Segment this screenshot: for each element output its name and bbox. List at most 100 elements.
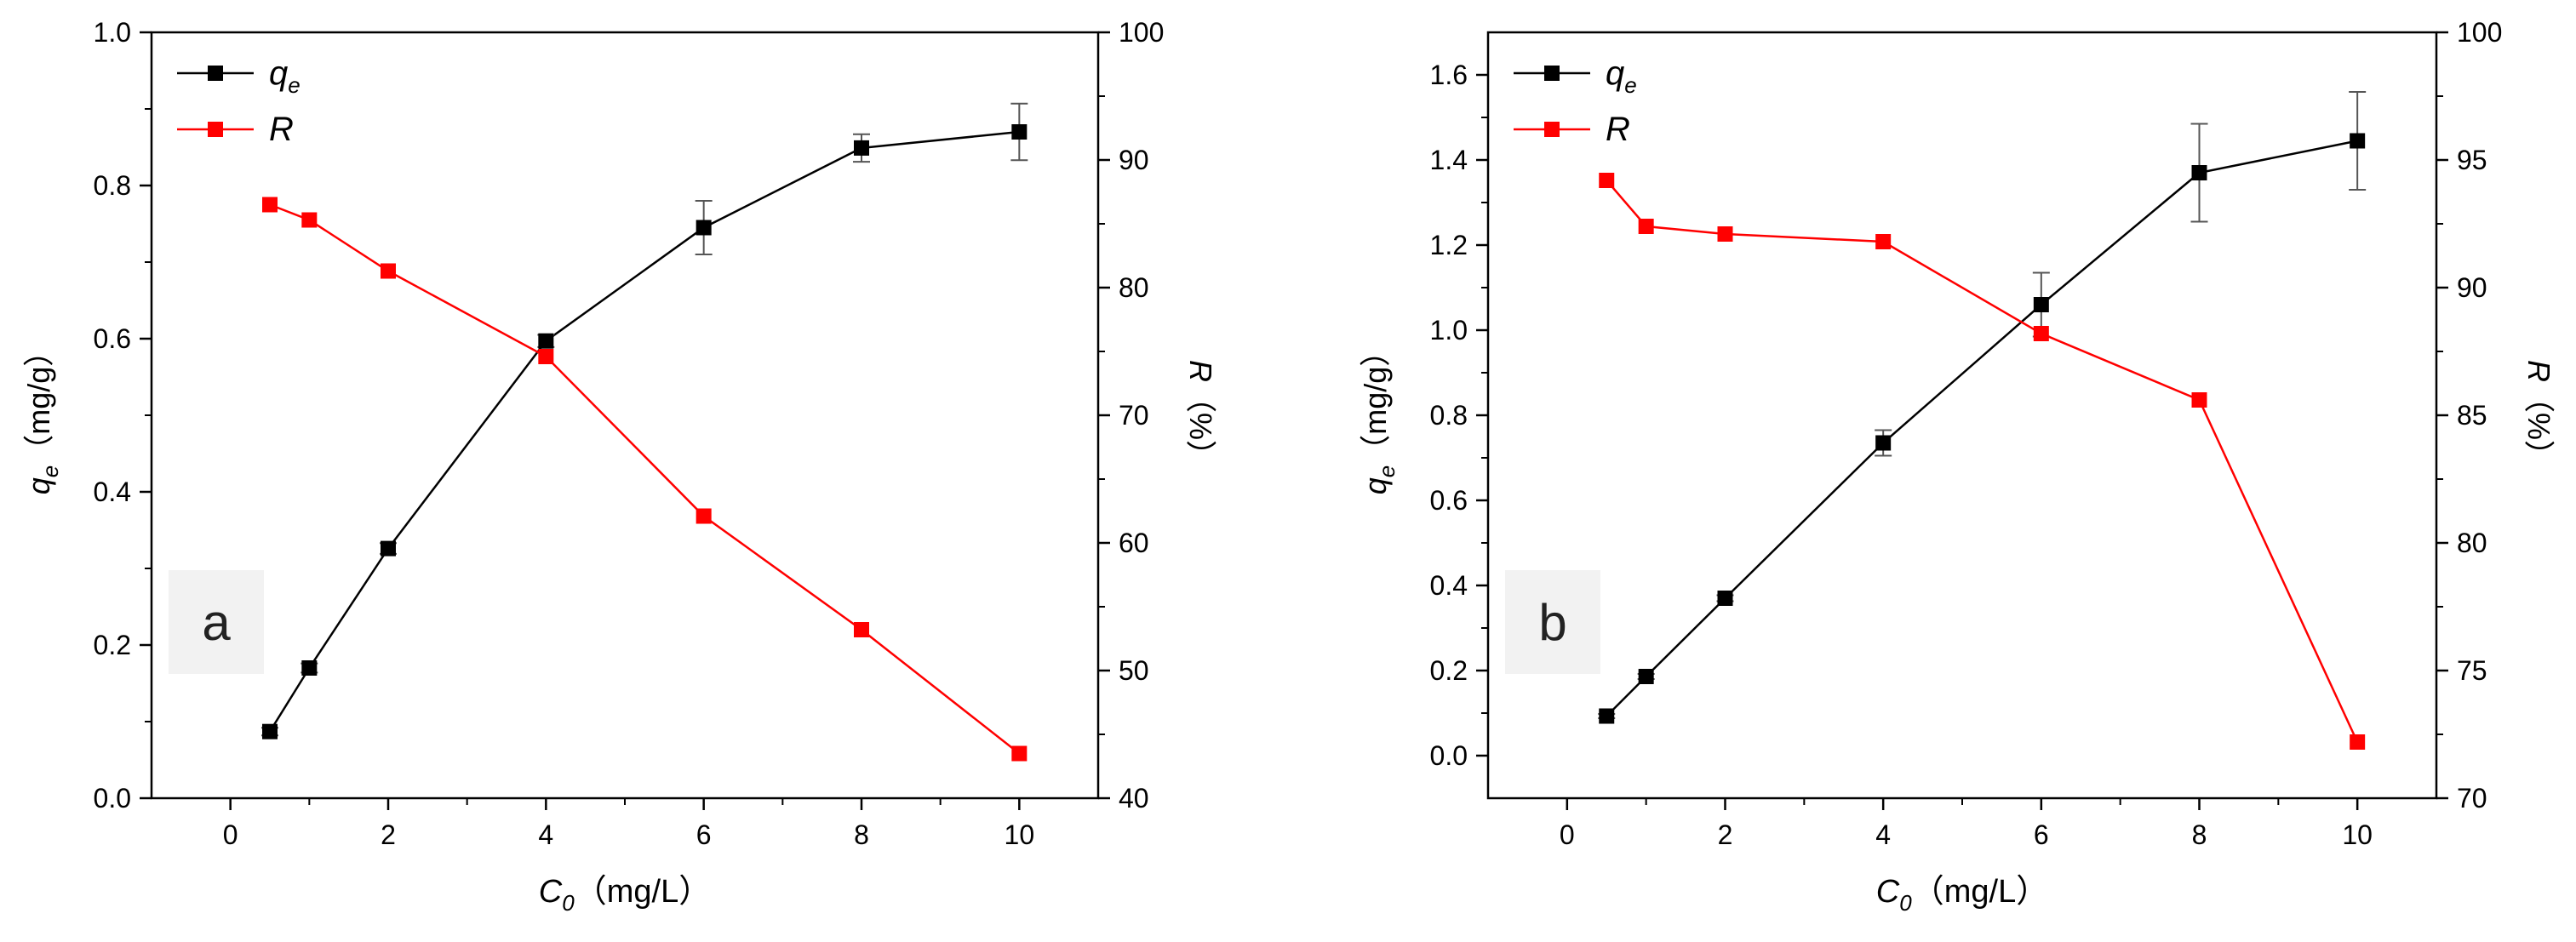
y-right-tick-label: 50	[1119, 655, 1149, 686]
y-right-tick-label: 90	[1119, 145, 1149, 175]
legend-entry-qe: qe	[177, 54, 301, 98]
y-left-axis-label-unit: （mg/g）	[1358, 336, 1393, 465]
panel-letter: a	[202, 594, 231, 651]
x-axis-label-symbol: C	[539, 874, 563, 910]
y-right-tick-label: 40	[1119, 783, 1149, 814]
panel-b: 0 2 4 6 8 10 0.0 0.2 0.4 0.6 0.8 1.0 1.2 1.4 1.6 70 75 80…	[1358, 17, 2556, 916]
legend-label-subscript: e	[288, 72, 300, 98]
y-left-tick-label: 1.4	[1430, 145, 1468, 175]
legend-marker	[208, 66, 223, 81]
legend-label: R	[1606, 111, 1630, 148]
series-qe	[261, 102, 1028, 739]
y-left-tick-label: 0.0	[94, 783, 131, 814]
y-right-tick-label: 80	[2457, 528, 2487, 558]
x-axis-label-subscript: 0	[562, 890, 575, 916]
y-left-tick-label: 1.6	[1430, 60, 1468, 90]
legend-entry-qe: qe	[1514, 54, 1637, 98]
y-left-tick-label: 1.0	[94, 17, 131, 48]
series-line-R	[269, 203, 1021, 755]
legend-label-symbol: R	[1606, 111, 1630, 148]
x-tick-label: 6	[696, 819, 712, 850]
data-point-qe	[1875, 435, 1892, 451]
data-point-R	[2033, 326, 2049, 341]
data-point-qe	[262, 723, 278, 739]
y-left-axis-label: qe（mg/g）	[21, 336, 63, 495]
y-right-tick-label: 90	[2457, 272, 2487, 303]
panel-letter: b	[1538, 594, 1566, 651]
y-left-tick-label: 0.8	[94, 170, 131, 201]
y-right-tick-label: 85	[2457, 400, 2487, 431]
data-point-qe	[381, 540, 396, 557]
x-axis-label: C0（mg/L）	[539, 874, 711, 916]
data-point-R	[1638, 219, 1654, 234]
data-point-qe	[1011, 124, 1028, 140]
series-qe	[1598, 91, 2367, 724]
x-tick-label: 6	[2034, 819, 2049, 850]
data-point-qe	[2033, 297, 2049, 312]
legend-label-symbol: q	[269, 54, 288, 92]
x-tick-label: 2	[1718, 819, 1733, 850]
y-right-tick-label: 75	[2457, 655, 2487, 686]
data-point-R	[2350, 734, 2366, 750]
data-point-R	[381, 263, 396, 279]
y-left-tick-label: 0.2	[1430, 655, 1468, 686]
legend-label: qe	[1606, 54, 1637, 98]
series-R	[1599, 173, 2366, 750]
legend-entry-R: R	[177, 111, 294, 148]
y-right-tick-label: 100	[2457, 17, 2502, 48]
y-right-axis-label-unit: （%）	[1183, 382, 1218, 471]
data-point-R	[1875, 234, 1892, 249]
y-right-axis-label: R（%）	[2522, 360, 2556, 471]
legend-marker	[1544, 122, 1560, 137]
x-axis-label-unit: （mg/L）	[1912, 874, 2048, 910]
y-right-axis-label-symbol: R	[2522, 360, 2556, 382]
y-left-tick-label: 1.2	[1430, 230, 1468, 260]
legend-label: qe	[269, 54, 301, 98]
y-left-tick-label: 0.0	[1430, 740, 1468, 771]
x-tick-label: 8	[854, 819, 869, 850]
x-tick-label: 0	[223, 819, 238, 850]
y-left-tick-label: 0.8	[1430, 400, 1468, 431]
y-left-tick-label: 1.0	[1430, 315, 1468, 345]
data-point-R	[1599, 173, 1615, 188]
y-left-tick-label: 0.2	[94, 630, 131, 660]
data-point-R	[301, 212, 318, 228]
x-tick-label: 10	[1005, 819, 1035, 850]
y-right-axis-label-symbol: R	[1183, 360, 1218, 382]
y-left-axis-label-symbol: q	[1358, 477, 1393, 494]
y-left-axis-label-subscript: e	[37, 465, 63, 477]
series-R	[262, 197, 1028, 762]
legend-label-symbol: q	[1606, 54, 1624, 92]
y-left-tick-label: 0.4	[1430, 570, 1468, 601]
x-axis-label-unit: （mg/L）	[575, 874, 711, 910]
series-line-R	[1606, 180, 2359, 743]
data-point-qe	[854, 140, 869, 156]
legend-label-symbol: R	[269, 111, 294, 148]
y-right-tick-label: 70	[2457, 783, 2487, 814]
data-point-R	[1717, 226, 1733, 242]
data-point-R	[538, 349, 554, 364]
panel-letter-box	[1505, 570, 1600, 674]
data-point-R	[2191, 392, 2207, 408]
legend-label: R	[269, 111, 294, 148]
series-line-qe	[268, 130, 1020, 733]
legend-label-subscript: e	[1624, 72, 1636, 98]
legend-marker	[1544, 66, 1560, 81]
data-point-R	[696, 508, 712, 524]
y-left-tick-label: 0.6	[1430, 485, 1468, 516]
y-left-tick-label: 0.6	[94, 323, 131, 354]
x-tick-label: 0	[1560, 819, 1575, 850]
y-left-axis-label-subscript: e	[1374, 465, 1400, 477]
y-right-tick-label: 60	[1119, 528, 1149, 558]
y-right-axis-label: R（%）	[1183, 360, 1218, 471]
data-point-R	[854, 622, 869, 637]
y-right-tick-label: 70	[1119, 400, 1149, 431]
x-axis-label-subscript: 0	[1899, 890, 1912, 916]
legend-marker	[208, 122, 223, 137]
x-axis-label: C0（mg/L）	[1876, 874, 2048, 916]
data-point-qe	[301, 660, 318, 676]
x-tick-label: 4	[1875, 819, 1891, 850]
data-point-qe	[2350, 133, 2366, 149]
